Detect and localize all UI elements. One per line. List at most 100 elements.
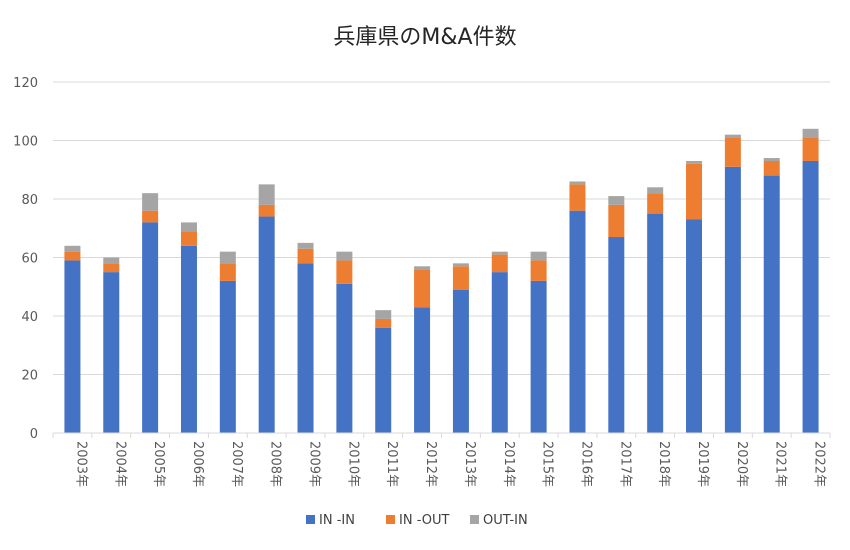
bar-segment (297, 263, 314, 433)
bar-segment (491, 251, 508, 255)
x-tick-label: 2018年 (656, 441, 671, 487)
bar-segment (491, 254, 508, 273)
bar-segment (297, 242, 314, 249)
legend-swatch (306, 515, 315, 524)
bar-segment (180, 245, 197, 433)
bar-segment (530, 280, 547, 433)
x-tick-label: 2012年 (423, 441, 438, 487)
bar-segment (491, 272, 508, 433)
y-tick-label: 80 (21, 193, 38, 208)
bar-segment (258, 184, 275, 205)
bar-segment (336, 251, 353, 261)
x-tick-label: 2009年 (307, 441, 322, 487)
y-tick-label: 120 (13, 76, 38, 91)
x-tick-label: 2008年 (268, 441, 283, 487)
x-axis-ticks: 2003年 2004年 2005年 2006年 2007年 2008年 2009年 2010年… (52, 433, 831, 487)
bar-segment (608, 204, 625, 238)
y-tick-label: 40 (21, 310, 38, 325)
bar-segment (64, 251, 81, 261)
bar-segment (452, 263, 469, 267)
bar-segment (802, 128, 819, 138)
x-tick-label: 2021年 (773, 441, 788, 487)
bar-segment (608, 237, 625, 433)
bar-segment (414, 266, 431, 270)
bar-segment (258, 216, 275, 433)
bar-segment (142, 193, 159, 211)
bar-segment (647, 213, 664, 433)
y-tick-label: 100 (13, 135, 38, 150)
bar-segment (258, 204, 275, 217)
x-tick-label: 2020年 (734, 441, 749, 487)
bar-segment (530, 260, 547, 281)
bar-segment (103, 263, 120, 273)
x-tick-label: 2011年 (384, 441, 399, 487)
bar-segment (297, 248, 314, 264)
bar-segment (647, 187, 664, 194)
bar-segment (375, 310, 392, 319)
legend-label: IN -OUT (399, 513, 449, 528)
x-tick-label: 2003年 (73, 441, 88, 487)
bar-segment (103, 257, 120, 264)
bar-segment (142, 222, 159, 433)
legend-label: OUT-IN (483, 513, 528, 528)
bar-segment (64, 245, 81, 252)
x-tick-label: 2022年 (812, 441, 827, 487)
bar-segment (336, 283, 353, 433)
bar-segment (724, 137, 741, 167)
legend-swatch (386, 515, 395, 524)
legend: IN -IN IN -OUT OUT-IN (306, 513, 528, 528)
bar-segment (414, 269, 431, 308)
bar-segment (103, 272, 120, 433)
y-tick-label: 60 (21, 252, 38, 267)
bar-segment (336, 260, 353, 284)
x-tick-label: 2017年 (617, 441, 632, 487)
bar-segment (219, 263, 236, 281)
gridlines (53, 81, 830, 375)
bar-segment (686, 163, 703, 220)
bar-segment (142, 210, 159, 223)
legend-swatch (470, 515, 479, 524)
bar-segment (724, 166, 741, 433)
bar-segment (802, 160, 819, 433)
x-tick-label: 2019年 (695, 441, 710, 487)
x-tick-label: 2016年 (578, 441, 593, 487)
legend-label: IN -IN (319, 513, 355, 528)
bar-segment (219, 280, 236, 433)
bar-segment (64, 260, 81, 433)
bar-segment (724, 134, 741, 138)
bar-segment (647, 193, 664, 214)
bar-segment (414, 307, 431, 433)
y-tick-label: 0 (30, 427, 38, 442)
x-tick-label: 2006年 (190, 441, 205, 487)
x-tick-label: 2010年 (345, 441, 360, 487)
bar-segment (686, 160, 703, 164)
x-tick-label: 2004年 (112, 441, 127, 487)
bar-segment (569, 184, 586, 211)
bar-segment (569, 181, 586, 185)
bar-segment (180, 231, 197, 246)
bar-segment (763, 175, 780, 433)
bar-segment (608, 196, 625, 205)
x-tick-label: 2007年 (229, 441, 244, 487)
x-tick-label: 2015年 (540, 441, 555, 487)
bar-segment (686, 219, 703, 433)
bar-segment (763, 158, 780, 161)
x-tick-label: 2014年 (501, 441, 516, 487)
bar-segment (763, 160, 780, 176)
y-axis-ticks: 0 20 40 60 80 100 120 (13, 76, 38, 442)
bar-segment (530, 251, 547, 261)
bar-segment (219, 251, 236, 264)
bar-segment (569, 210, 586, 433)
x-tick-label: 2013年 (462, 441, 477, 487)
bar-segment (802, 137, 819, 161)
y-tick-label: 20 (21, 369, 38, 384)
bars (64, 128, 819, 433)
bar-segment (375, 327, 392, 433)
bar-segment (375, 318, 392, 328)
bar-segment (452, 289, 469, 433)
bar-segment (452, 266, 469, 290)
bar-segment (180, 222, 197, 232)
chart-title: 兵庫県のM&A件数 (333, 25, 516, 50)
x-tick-label: 2005年 (151, 441, 166, 487)
